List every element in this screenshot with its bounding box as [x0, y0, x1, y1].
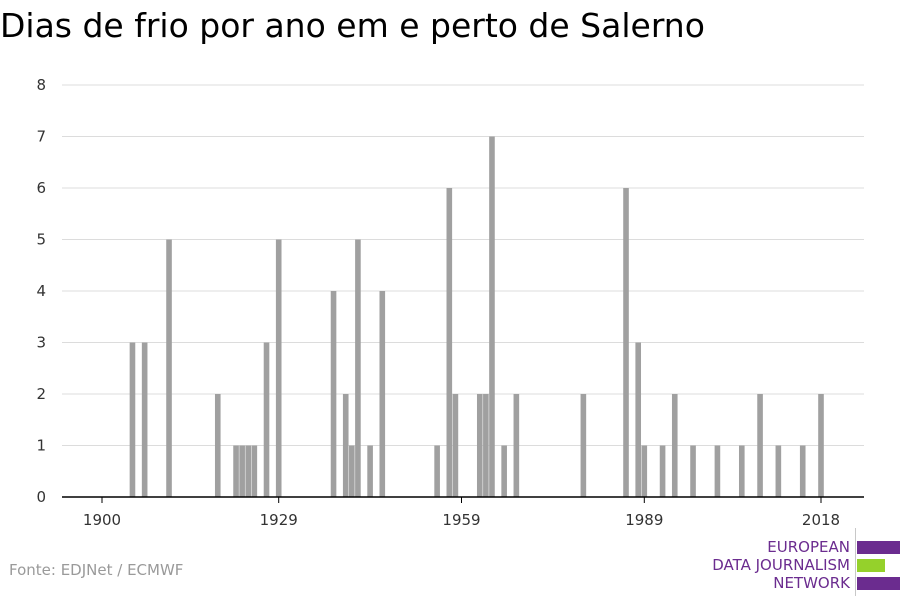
bar	[623, 188, 629, 497]
bar	[501, 445, 507, 497]
bar	[513, 394, 520, 497]
bar	[367, 445, 373, 497]
bar	[239, 445, 245, 497]
bar	[251, 445, 258, 497]
logo-bar-purple-bottom	[857, 577, 900, 590]
bar-chart: 0 1 2 3 4 5 6 7 8 1900 1929 1959 1989 2018	[36, 76, 864, 529]
logo-bar-green	[857, 559, 885, 572]
bar	[166, 239, 172, 497]
bar	[641, 445, 648, 497]
axes: 0 1 2 3 4 5 6 7 8 1900 1929 1959 1989 2018	[36, 76, 864, 529]
bar	[349, 445, 355, 497]
bar	[714, 445, 721, 497]
y-tick-label: 7	[36, 128, 46, 146]
bar	[690, 445, 696, 497]
bar	[233, 445, 239, 497]
bar	[775, 445, 782, 497]
bar	[483, 394, 489, 497]
logo-text-european: EUROPEAN	[767, 538, 850, 556]
y-tick-label: 4	[36, 282, 46, 300]
x-tick-label: 1929	[260, 511, 298, 529]
bar	[434, 445, 440, 497]
y-tick-label: 1	[36, 437, 46, 455]
logo-divider	[855, 528, 856, 596]
x-tick-label: 1989	[625, 511, 663, 529]
y-tick-label: 8	[36, 76, 46, 94]
bar	[275, 239, 282, 497]
bar	[635, 342, 642, 497]
bar	[355, 239, 361, 497]
x-tick-label: 1959	[442, 511, 480, 529]
bar	[129, 342, 136, 497]
bar	[476, 394, 483, 497]
bar	[799, 445, 806, 497]
y-tick-label: 0	[36, 488, 46, 506]
y-tick-label: 3	[36, 334, 46, 352]
bar	[263, 342, 270, 497]
bar	[757, 394, 763, 497]
bar	[245, 445, 252, 497]
logo-bar-purple-top	[857, 541, 900, 554]
bar	[738, 445, 745, 497]
logo-text-network: NETWORK	[773, 574, 850, 592]
bar	[452, 394, 459, 497]
bar	[580, 394, 587, 497]
source-note: Fonte: EDJNet / ECMWF	[9, 561, 184, 579]
bar	[671, 394, 678, 497]
y-tick-label: 5	[36, 231, 46, 249]
x-tick-label: 1900	[83, 511, 121, 529]
gridlines	[62, 84, 864, 446]
bar	[489, 136, 495, 497]
y-tick-label: 6	[36, 179, 46, 197]
logo-text-data-journalism: DATA JOURNALISM	[712, 556, 850, 574]
bar	[818, 394, 824, 497]
bar	[379, 291, 386, 497]
bars	[129, 136, 824, 497]
bar	[214, 394, 221, 497]
x-tick-label: 2018	[802, 511, 840, 529]
bar	[330, 291, 337, 497]
y-tick-label: 2	[36, 385, 46, 403]
bar	[342, 394, 349, 497]
edjnet-logo[interactable]: EUROPEAN DATA JOURNALISM NETWORK	[700, 528, 900, 596]
bar	[446, 188, 453, 497]
bar	[659, 445, 666, 497]
bar	[141, 342, 148, 497]
chart-title: Dias de frio por ano em e perto de Saler…	[0, 6, 705, 45]
